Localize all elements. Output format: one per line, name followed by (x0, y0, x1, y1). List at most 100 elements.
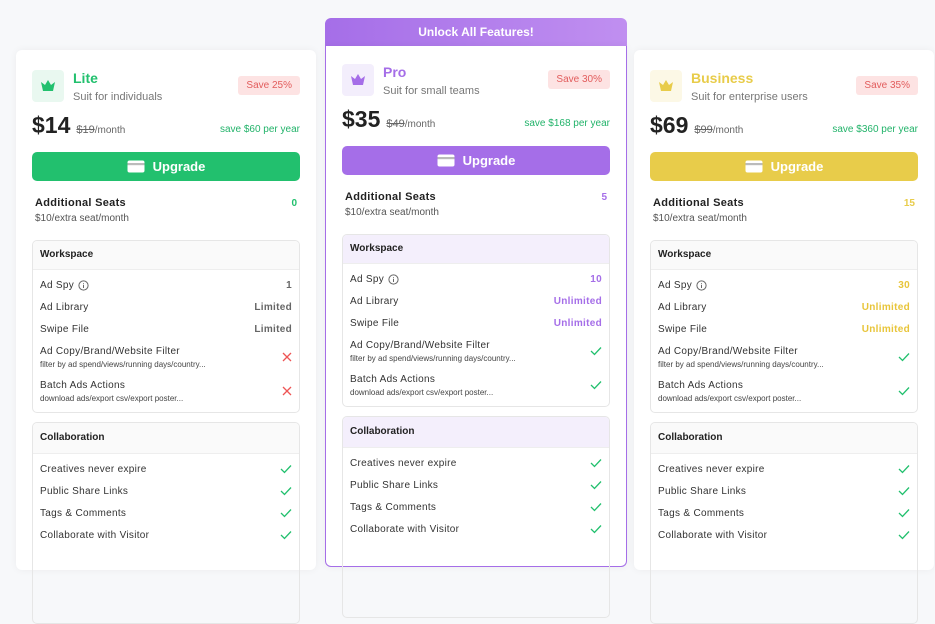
feature-label: Ad Spy (658, 279, 693, 291)
cross-icon (282, 386, 292, 396)
feature-text: Ad Library (350, 296, 399, 307)
feature-label: Swipe File (658, 323, 708, 335)
price: $69 (650, 112, 689, 138)
feature-row: Ad Copy/Brand/Website Filter filter by ad… (651, 340, 917, 374)
check-icon (898, 486, 910, 496)
upgrade-button[interactable]: Upgrade (342, 146, 610, 175)
save-year: save $168 per year (524, 118, 610, 129)
feature-row: Ad Copy/Brand/Website Filter filter by ad… (343, 334, 609, 368)
feature-label: Ad Copy/Brand/Website Filter (658, 345, 798, 357)
check-icon (280, 530, 292, 540)
feature-label: Collaborate with Visitor (40, 529, 150, 541)
feature-row: Batch Ads Actions download ads/export csv… (651, 374, 917, 408)
feature-label: Ad Spy (40, 279, 75, 291)
price: $14 (32, 112, 71, 138)
feature-row: Public Share Links (33, 480, 299, 502)
price: $35 (342, 106, 381, 132)
period: /month (712, 125, 744, 136)
feature-text: Batch Ads Actions download ads/export csv… (350, 374, 493, 397)
feature-row: Batch Ads Actions download ads/export csv… (33, 374, 299, 408)
feature-value: Unlimited (553, 317, 602, 329)
feature-value: Limited (254, 301, 292, 313)
feature-text: Ad Copy/Brand/Website Filter filter by ad… (658, 346, 824, 369)
period: /month (404, 119, 436, 130)
feature-value: 10 (590, 273, 602, 285)
feature-row: Creatives never expire (651, 458, 917, 480)
feature-label: Ad Library (40, 301, 89, 313)
plan-subtitle: Suit for small teams (383, 85, 480, 97)
upgrade-button[interactable]: Upgrade (650, 152, 918, 181)
check-icon (280, 508, 292, 518)
card-icon (745, 160, 763, 173)
feature-detail: download ads/export csv/export poster... (350, 387, 494, 397)
feature-label: Ad Library (658, 301, 707, 313)
feature-detail: filter by ad spend/views/running days/co… (658, 359, 824, 369)
plan-icon (650, 70, 682, 102)
box-title: Workspace (343, 235, 609, 264)
save-badge: Save 35% (856, 76, 918, 95)
plan-card: Lite Suit for individuals Save 25% $14 $19/m… (16, 50, 316, 624)
feature-label: Batch Ads Actions (658, 379, 744, 391)
feature-label: Tags & Comments (40, 507, 127, 519)
feature-label-wrap: Ad Copy/Brand/Website Filter (350, 340, 516, 351)
info-icon (388, 273, 399, 285)
plan-name: Pro (383, 64, 407, 80)
feature-text: Ad Spy (40, 280, 89, 291)
feature-text: Ad Spy (350, 274, 399, 285)
feature-row: Tags & Comments (33, 502, 299, 524)
feature-text: Ad Spy (658, 280, 707, 291)
seats-count: 0 (291, 198, 297, 209)
feature-row: Tags & Comments (343, 496, 609, 518)
feature-label-wrap: Ad Spy (350, 274, 399, 285)
feature-label: Creatives never expire (350, 457, 457, 469)
feature-label-wrap: Ad Library (40, 302, 89, 313)
save-badge: Save 25% (238, 76, 300, 95)
feature-row: Creatives never expire (33, 458, 299, 480)
card-icon (437, 154, 455, 167)
save-badge: Save 30% (548, 70, 610, 89)
feature-label-wrap: Ad Library (350, 296, 399, 307)
page: {"banner": "Unlock All Features!", "plan… (32, 18, 918, 624)
plan-subtitle: Suit for individuals (73, 91, 163, 103)
feature-label: Ad Spy (350, 273, 385, 285)
seats-price: $10/extra seat/month (653, 213, 747, 224)
upgrade-button[interactable]: Upgrade (32, 152, 300, 181)
feature-label-wrap: Swipe File (350, 318, 399, 329)
feature-label-wrap: Ad Spy (40, 280, 89, 291)
feature-detail: filter by ad spend/views/running days/co… (350, 353, 516, 363)
button-label: Upgrade (462, 153, 516, 168)
feature-label: Batch Ads Actions (350, 373, 436, 385)
box-title: Collaboration (651, 423, 917, 454)
check-icon (280, 486, 292, 496)
feature-text: Batch Ads Actions download ads/export csv… (658, 380, 801, 403)
feature-label: Collaborate with Visitor (350, 523, 460, 535)
feature-value: 30 (898, 279, 910, 291)
feature-row: Swipe File Limited (33, 318, 299, 340)
feature-row: Batch Ads Actions download ads/export csv… (343, 368, 609, 402)
seats-title: Additional Seats (345, 191, 436, 203)
feature-label: Public Share Links (658, 485, 747, 497)
feature-label-wrap: Ad Copy/Brand/Website Filter (658, 346, 824, 357)
card-icon (127, 160, 145, 173)
check-icon (590, 502, 602, 512)
feature-row: Ad Spy 30 (651, 274, 917, 296)
seats-price: $10/extra seat/month (345, 207, 439, 218)
plan-name: Business (691, 70, 754, 86)
save-year: save $360 per year (832, 124, 918, 135)
cross-icon (282, 352, 292, 362)
feature-label-wrap: Ad Copy/Brand/Website Filter (40, 346, 206, 357)
feature-row: Swipe File Unlimited (651, 318, 917, 340)
box-title: Collaboration (343, 417, 609, 448)
check-icon (898, 386, 910, 396)
button-label: Upgrade (152, 159, 206, 174)
collaboration-box: Collaboration Creatives never expire Publi… (650, 422, 918, 624)
workspace-box: Workspace Ad Spy 30 Ad Library Unlimited Swip… (650, 240, 918, 413)
banner: Unlock All Features! (325, 18, 627, 46)
feature-row: Public Share Links (343, 474, 609, 496)
feature-row: Creatives never expire (343, 452, 609, 474)
seats-title: Additional Seats (653, 197, 744, 209)
feature-row: Ad Copy/Brand/Website Filter filter by ad… (33, 340, 299, 374)
check-icon (590, 524, 602, 534)
feature-label-wrap: Ad Spy (658, 280, 707, 291)
button-label: Upgrade (770, 159, 824, 174)
